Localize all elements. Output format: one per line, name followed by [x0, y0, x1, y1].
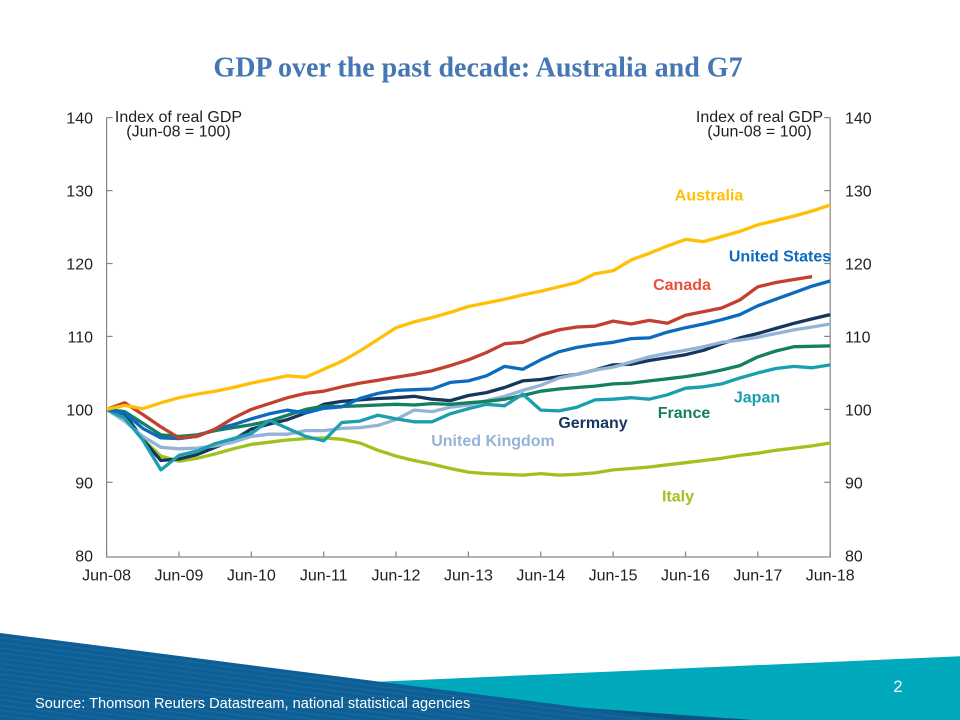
svg-text:Jun-13: Jun-13 — [444, 568, 493, 585]
svg-text:90: 90 — [845, 475, 863, 492]
svg-text:Index of real GDP: Index of real GDP — [115, 109, 242, 126]
svg-text:110: 110 — [67, 329, 93, 346]
svg-text:2: 2 — [893, 678, 902, 696]
svg-text:Jun-17: Jun-17 — [733, 568, 782, 585]
svg-text:140: 140 — [845, 111, 872, 128]
svg-text:120: 120 — [845, 257, 872, 274]
svg-text:Canada: Canada — [653, 277, 711, 294]
svg-text:100: 100 — [845, 402, 872, 419]
svg-text:United Kingdom: United Kingdom — [431, 433, 555, 450]
svg-text:Jun-09: Jun-09 — [155, 568, 204, 585]
svg-text:Italy: Italy — [662, 489, 694, 506]
svg-text:110: 110 — [845, 329, 871, 346]
svg-text:140: 140 — [66, 111, 93, 128]
svg-text:France: France — [658, 405, 711, 422]
svg-text:100: 100 — [66, 402, 93, 419]
svg-text:120: 120 — [66, 257, 93, 274]
svg-text:Japan: Japan — [734, 390, 780, 407]
svg-text:130: 130 — [66, 184, 93, 201]
svg-text:130: 130 — [845, 184, 872, 201]
svg-text:Jun-15: Jun-15 — [589, 568, 638, 585]
svg-text:Australia: Australia — [675, 188, 744, 205]
svg-text:80: 80 — [75, 548, 93, 565]
svg-text:Source: Thomson Reuters Datast: Source: Thomson Reuters Datastream, nati… — [35, 696, 470, 712]
svg-text:90: 90 — [75, 475, 93, 492]
svg-text:GDP over the past decade: Aust: GDP over the past decade: Australia and … — [213, 53, 742, 84]
svg-text:United States: United States — [729, 249, 831, 266]
svg-text:80: 80 — [845, 548, 863, 565]
svg-text:Germany: Germany — [558, 415, 627, 432]
svg-text:(Jun-08 = 100): (Jun-08 = 100) — [126, 124, 231, 141]
svg-text:Jun-10: Jun-10 — [227, 568, 276, 585]
svg-text:Jun-11: Jun-11 — [300, 568, 348, 585]
svg-text:Jun-18: Jun-18 — [806, 568, 855, 585]
svg-text:Jun-16: Jun-16 — [661, 568, 710, 585]
svg-text:Jun-14: Jun-14 — [516, 568, 565, 585]
svg-text:Index of real GDP: Index of real GDP — [696, 109, 823, 126]
svg-text:Jun-12: Jun-12 — [372, 568, 421, 585]
svg-text:Jun-08: Jun-08 — [82, 568, 131, 585]
svg-text:(Jun-08 = 100): (Jun-08 = 100) — [707, 124, 812, 141]
